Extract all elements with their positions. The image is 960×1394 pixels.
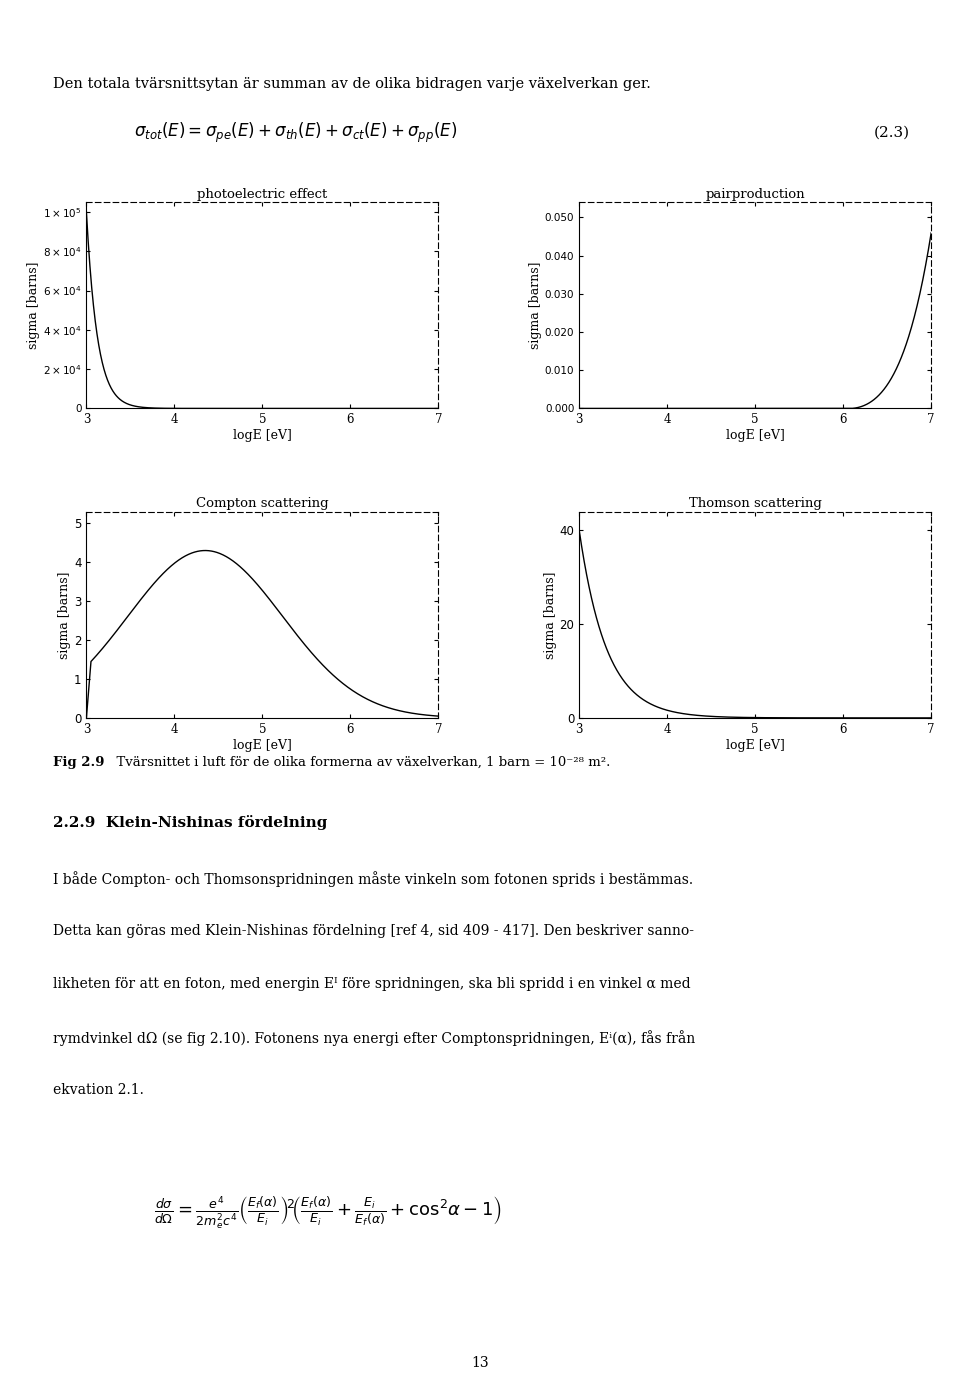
Title: Compton scattering: Compton scattering [196, 498, 328, 510]
Text: Tvärsnittet i luft för de olika formerna av växelverkan, 1 barn = 10⁻²⁸ m².: Tvärsnittet i luft för de olika formerna… [108, 756, 610, 768]
X-axis label: logE [eV]: logE [eV] [233, 739, 292, 751]
Text: Den totala tvärsnittsytan är summan av de olika bidragen varje växelverkan ger.: Den totala tvärsnittsytan är summan av d… [53, 77, 651, 91]
Text: $\sigma_{tot}(E) = \sigma_{pe}(E) + \sigma_{th}(E) + \sigma_{ct}(E) + \sigma_{pp: $\sigma_{tot}(E) = \sigma_{pe}(E) + \sig… [134, 120, 458, 145]
Text: I både Compton- och Thomsonspridningen måste vinkeln som fotonen sprids i bestäm: I både Compton- och Thomsonspridningen m… [53, 871, 693, 887]
Y-axis label: sigma [barns]: sigma [barns] [59, 572, 71, 658]
Text: Fig 2.9: Fig 2.9 [53, 756, 105, 768]
Title: pairproduction: pairproduction [706, 188, 805, 201]
X-axis label: logE [eV]: logE [eV] [726, 429, 784, 442]
Text: 2.2.9  Klein-Nishinas fördelning: 2.2.9 Klein-Nishinas fördelning [53, 815, 327, 831]
Title: photoelectric effect: photoelectric effect [197, 188, 327, 201]
Y-axis label: sigma [barns]: sigma [barns] [529, 262, 542, 348]
Text: $\frac{d\sigma}{d\Omega} = \frac{e^4}{2m_e^2c^4}\left(\frac{E_f(\alpha)}{E_i}\ri: $\frac{d\sigma}{d\Omega} = \frac{e^4}{2m… [154, 1195, 502, 1231]
Text: likheten för att en foton, med energin Eᴵ före spridningen, ska bli spridd i en : likheten för att en foton, med energin E… [53, 977, 690, 991]
X-axis label: logE [eV]: logE [eV] [726, 739, 784, 751]
Text: rymdvinkel dΩ (se fig 2.10). Fotonens nya energi efter Comptonspridningen, Eⁱ(α): rymdvinkel dΩ (se fig 2.10). Fotonens ny… [53, 1030, 695, 1046]
Text: 13: 13 [471, 1356, 489, 1370]
Text: (2.3): (2.3) [874, 125, 910, 139]
Text: ekvation 2.1.: ekvation 2.1. [53, 1083, 144, 1097]
Title: Thomson scattering: Thomson scattering [688, 498, 822, 510]
Y-axis label: sigma [barns]: sigma [barns] [27, 262, 40, 348]
X-axis label: logE [eV]: logE [eV] [233, 429, 292, 442]
Text: Detta kan göras med Klein-Nishinas fördelning [ref 4, sid 409 - 417]. Den beskri: Detta kan göras med Klein-Nishinas förde… [53, 924, 694, 938]
Y-axis label: sigma [barns]: sigma [barns] [543, 572, 557, 658]
